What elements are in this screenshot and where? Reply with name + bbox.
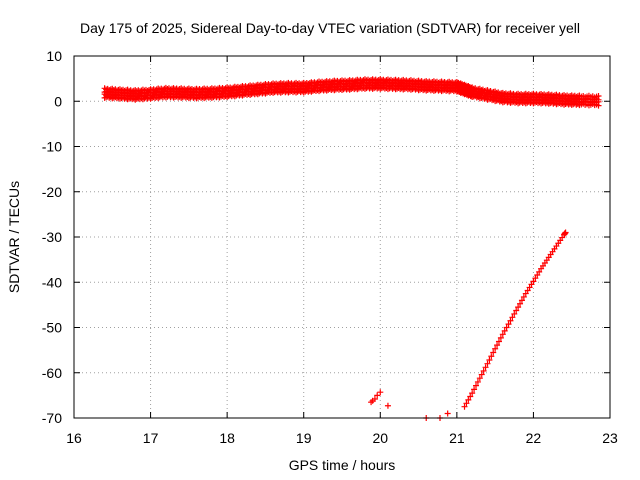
chart-title: Day 175 of 2025, Sidereal Day-to-day VTE… — [80, 20, 580, 36]
data-point — [595, 93, 602, 100]
data-point — [536, 268, 543, 275]
data-point — [469, 390, 476, 397]
label-layer: 16 17 18 19 20 21 22 23 10 0 -10 -20 -30 -40 -50 -60 -70 — [42, 48, 618, 446]
data-point — [530, 278, 537, 285]
data-point — [490, 349, 497, 356]
grid-layer — [74, 56, 610, 418]
data-point — [497, 334, 504, 341]
data-point — [484, 360, 491, 367]
data-point — [562, 229, 569, 236]
data-point — [471, 386, 478, 393]
y-tick-label: 10 — [46, 48, 62, 64]
data-point — [499, 331, 506, 338]
data-point — [518, 297, 525, 304]
data-point — [495, 338, 502, 345]
data-point — [478, 371, 485, 378]
x-axis-label: GPS time / hours — [289, 457, 396, 473]
data-point — [513, 307, 520, 314]
data-point — [444, 410, 451, 417]
data-point — [480, 367, 487, 374]
series-upper-band — [101, 76, 602, 109]
x-tick-label: 18 — [219, 430, 235, 446]
data-point — [534, 272, 541, 279]
x-tick-label: 16 — [66, 430, 82, 446]
data-point — [509, 314, 516, 321]
y-tick-label: -50 — [42, 320, 62, 336]
data-point — [473, 382, 479, 389]
data-point — [467, 393, 474, 400]
data-layer — [101, 76, 602, 421]
data-point — [374, 392, 381, 399]
data-point — [371, 395, 378, 402]
y-tick-label: -70 — [42, 410, 62, 426]
x-tick-label: 21 — [449, 430, 465, 446]
data-point — [482, 364, 489, 371]
x-tick-label: 22 — [526, 430, 542, 446]
data-point — [515, 304, 522, 311]
data-point — [520, 293, 527, 300]
y-tick-label: -20 — [42, 184, 62, 200]
data-point — [465, 396, 472, 403]
data-point — [526, 284, 533, 291]
x-tick-label: 17 — [143, 430, 159, 446]
data-point — [377, 389, 384, 396]
plot-frame — [73, 55, 611, 419]
data-point — [522, 290, 529, 297]
data-point — [494, 342, 501, 349]
x-tick-label: 23 — [602, 430, 618, 446]
data-point — [501, 327, 508, 334]
data-point — [528, 281, 535, 288]
data-point — [511, 310, 518, 317]
y-tick-label: -10 — [42, 139, 62, 155]
x-tick-label: 20 — [372, 430, 388, 446]
data-point — [476, 375, 483, 382]
data-point — [384, 402, 391, 409]
data-point — [461, 403, 468, 410]
data-point — [517, 300, 524, 307]
data-point — [463, 400, 470, 407]
data-point — [503, 324, 510, 331]
data-point — [505, 321, 512, 328]
x-tick-label: 19 — [296, 430, 312, 446]
y-tick-label: 0 — [54, 93, 62, 109]
y-tick-label: -30 — [42, 229, 62, 245]
y-tick-label: -40 — [42, 274, 62, 290]
series-lower-branch — [461, 229, 569, 410]
y-axis-label: SDTVAR / TECUs — [6, 181, 22, 293]
data-point — [492, 345, 499, 352]
data-point — [488, 353, 495, 360]
data-point — [507, 317, 514, 324]
data-point — [474, 378, 481, 385]
data-point — [486, 356, 493, 363]
data-point — [524, 287, 531, 294]
y-tick-label: -60 — [42, 365, 62, 381]
data-point — [532, 275, 539, 282]
